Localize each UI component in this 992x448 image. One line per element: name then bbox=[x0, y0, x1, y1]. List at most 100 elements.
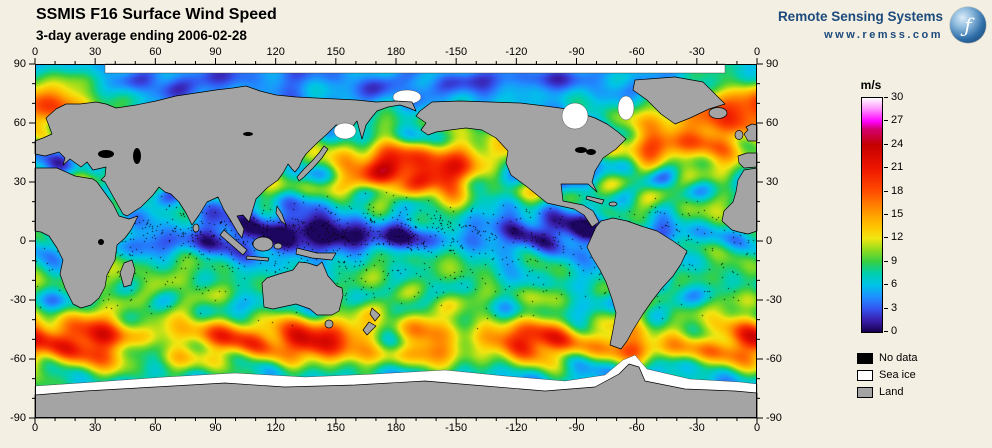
landmass-ireland bbox=[734, 130, 744, 140]
colorbar-tick-label: 9 bbox=[891, 254, 898, 267]
landmass-iceland bbox=[708, 107, 728, 119]
lon-tick-label-top: 0 bbox=[753, 46, 761, 58]
landmass-madagascar bbox=[119, 259, 136, 288]
map-overlay bbox=[29, 58, 763, 424]
lat-tick-label-right: -60 bbox=[766, 353, 782, 365]
colorbar-tick bbox=[884, 190, 888, 192]
lon-tick-label-top: -120 bbox=[505, 46, 528, 58]
landmass-britain bbox=[743, 123, 758, 142]
lon-tick-label-bottom: 90 bbox=[209, 422, 222, 434]
colorbar-tick-label: 27 bbox=[891, 114, 904, 127]
lat-tick-label-left: 30 bbox=[13, 176, 26, 188]
landmass-borneo bbox=[252, 236, 274, 252]
page-subtitle: 3-day average ending 2006-02-28 bbox=[36, 28, 247, 43]
landmass-south-america bbox=[586, 217, 688, 350]
landmass-new-zealand-south bbox=[362, 321, 377, 336]
davis-strait-sea-ice bbox=[617, 95, 635, 121]
colorbar-tick-label: 3 bbox=[891, 301, 898, 314]
lon-tick-label-bottom: -60 bbox=[628, 422, 645, 434]
landmass-iberia bbox=[737, 152, 758, 169]
lon-tick-label-top: -30 bbox=[688, 46, 705, 58]
lat-tick-label-right: 0 bbox=[766, 235, 773, 247]
colorbar-tick bbox=[884, 97, 888, 98]
legend-item: Sea ice bbox=[857, 369, 918, 381]
lake-victoria-no-data bbox=[98, 239, 104, 245]
lon-tick-label-bottom: 120 bbox=[266, 422, 285, 434]
colorbar-tick-label: 6 bbox=[891, 278, 898, 291]
lat-tick-label-left: 0 bbox=[19, 235, 26, 247]
legend: No data Sea ice Land bbox=[857, 352, 918, 403]
landmass-tasmania bbox=[324, 319, 334, 329]
legend-label: Land bbox=[879, 386, 904, 398]
landmass-new-zealand-north bbox=[369, 307, 381, 322]
lat-tick-label-right: -90 bbox=[766, 412, 782, 424]
remss-globe-logo-icon: ƒ bbox=[950, 7, 986, 43]
landmass-japan bbox=[296, 145, 329, 182]
lon-tick-label-top: -60 bbox=[628, 46, 645, 58]
landmass-sri-lanka bbox=[192, 223, 200, 233]
lat-tick-label-right: -30 bbox=[766, 294, 782, 306]
landmass-sumatra bbox=[219, 229, 248, 256]
lon-tick-label-top: 90 bbox=[209, 46, 222, 58]
lat-tick-label-left: -30 bbox=[10, 294, 26, 306]
lon-tick-label-bottom: 0 bbox=[31, 422, 39, 434]
lon-tick-label-bottom: 150 bbox=[326, 422, 346, 434]
colorbar-tick-label: 30 bbox=[891, 91, 904, 103]
lon-tick-label-top: -90 bbox=[568, 46, 585, 58]
lat-tick-label-right: 60 bbox=[766, 117, 779, 129]
colorbar-tick-label: 24 bbox=[891, 137, 904, 150]
lat-tick-label-left: -90 bbox=[10, 412, 26, 424]
lon-tick-label-bottom: -150 bbox=[445, 422, 468, 434]
colorbar bbox=[861, 97, 883, 333]
landmass-antarctica bbox=[34, 363, 758, 419]
lat-tick-label-left: 60 bbox=[13, 117, 26, 129]
colorbar-tick-label: 15 bbox=[891, 208, 904, 220]
arctic-sea-ice bbox=[104, 63, 726, 74]
lon-tick-label-bottom: 180 bbox=[386, 422, 406, 434]
landmass-australia bbox=[261, 261, 344, 316]
colorbar-tick bbox=[884, 237, 888, 239]
colorbar-tick bbox=[884, 260, 888, 262]
world-wind-map: 0 0 30 30 60 60 90 90 120 120 150 150 180 180 -150 -150… bbox=[10, 46, 782, 434]
colorbar-tick bbox=[884, 167, 888, 169]
legend-label: No data bbox=[879, 352, 918, 364]
hudson-bay-sea-ice bbox=[561, 102, 589, 130]
colorbar-unit-label: m/s bbox=[860, 78, 882, 92]
lon-tick-label-bottom: 30 bbox=[89, 422, 102, 434]
legend-item: No data bbox=[857, 352, 918, 364]
legend-label: Sea ice bbox=[879, 369, 916, 381]
colorbar-tick bbox=[884, 120, 888, 122]
landmass-eurasia bbox=[34, 85, 417, 239]
sea-of-okhotsk-sea-ice bbox=[333, 122, 357, 140]
lon-tick-label-top: -150 bbox=[445, 46, 468, 58]
logo-f-glyph: ƒ bbox=[964, 13, 972, 37]
great-lakes-no-data bbox=[575, 147, 587, 153]
landmass-cuba bbox=[585, 195, 605, 205]
brand-text: Remote Sensing Systems www.remss.com bbox=[778, 7, 943, 41]
lon-tick-label-top: 180 bbox=[386, 46, 406, 58]
colorbar-tick bbox=[884, 307, 888, 309]
landmass-africa-west bbox=[721, 167, 758, 235]
colorbar-tick bbox=[884, 214, 888, 215]
colorbar-tick bbox=[884, 284, 888, 286]
lon-tick-label-top: 30 bbox=[89, 46, 102, 58]
landmass-philippines bbox=[275, 205, 287, 226]
lon-tick-label-bottom: 0 bbox=[753, 422, 761, 434]
lat-tick-label-right: 90 bbox=[766, 58, 779, 70]
black-sea-no-data bbox=[98, 150, 114, 158]
map-border bbox=[35, 64, 757, 418]
lon-tick-label-bottom: 60 bbox=[149, 422, 162, 434]
lon-tick-label-top: 0 bbox=[31, 46, 39, 58]
branding: Remote Sensing Systems www.remss.com ƒ bbox=[778, 7, 986, 43]
caspian-sea-no-data bbox=[133, 148, 141, 164]
lon-tick-label-top: 150 bbox=[326, 46, 346, 58]
brand-url-link[interactable]: www.remss.com bbox=[824, 29, 943, 41]
lat-tick-label-left: -60 bbox=[10, 353, 26, 365]
colorbar-tick-label: 12 bbox=[891, 231, 904, 244]
colorbar-tick bbox=[884, 331, 888, 332]
colorbar-tick bbox=[884, 143, 888, 145]
landmass-sulawesi bbox=[273, 242, 283, 250]
colorbar-tick-label: 0 bbox=[891, 325, 898, 337]
lon-tick-label-bottom: -30 bbox=[688, 422, 705, 434]
